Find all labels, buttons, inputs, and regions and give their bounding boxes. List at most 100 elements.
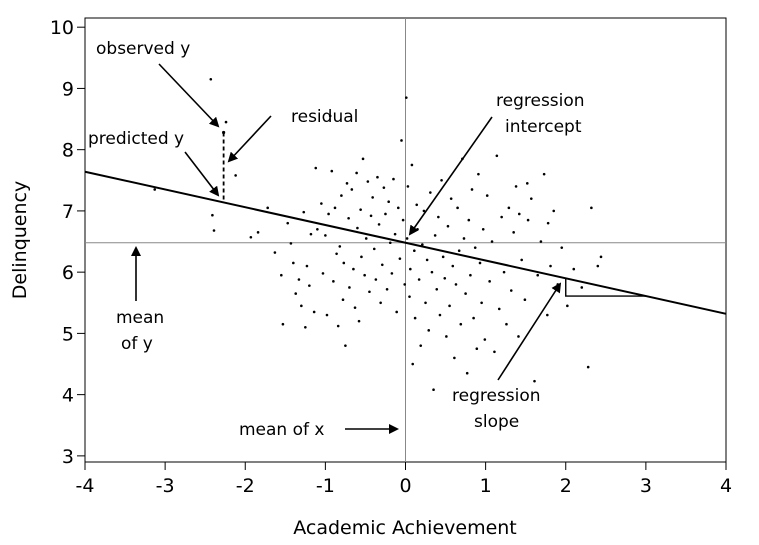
data-point	[509, 289, 513, 292]
x-tick-label: 3	[640, 475, 652, 497]
data-point	[304, 325, 307, 329]
data-point	[353, 306, 357, 309]
data-point	[289, 242, 293, 245]
data-point	[590, 206, 593, 210]
data-point	[448, 304, 451, 308]
data-point	[350, 188, 354, 191]
data-point	[371, 196, 374, 199]
data-point	[320, 202, 323, 205]
y-tick-label: 6	[62, 262, 74, 284]
data-point	[470, 188, 474, 191]
data-point	[477, 172, 480, 176]
data-point	[454, 283, 458, 286]
x-tick-label: 0	[399, 475, 411, 497]
data-point	[481, 227, 485, 231]
data-point	[529, 197, 533, 200]
data-point	[502, 270, 506, 274]
data-point	[427, 329, 431, 332]
data-point	[416, 227, 419, 231]
data-point	[297, 278, 301, 281]
data-point	[480, 301, 483, 305]
data-point	[580, 286, 584, 289]
data-point	[340, 194, 343, 197]
data-point	[388, 241, 392, 245]
data-point	[526, 218, 530, 222]
data-point	[361, 157, 365, 161]
data-point	[425, 258, 429, 262]
data-point	[292, 261, 295, 265]
slope-arrow	[497, 282, 562, 381]
data-point	[224, 120, 228, 124]
data-point	[328, 114, 332, 118]
x-tick-label: 2	[560, 475, 572, 497]
data-point	[488, 280, 491, 283]
data-point	[411, 362, 415, 366]
data-point	[234, 174, 237, 177]
data-point	[302, 210, 306, 214]
data-point	[483, 338, 487, 341]
data-point	[249, 235, 253, 239]
x-tick-label: 4	[720, 475, 732, 497]
data-point	[344, 344, 347, 347]
data-point	[396, 206, 400, 210]
data-point	[421, 243, 424, 246]
predicted-y-arrow	[184, 151, 220, 197]
data-point	[336, 324, 340, 328]
data-point	[467, 218, 471, 222]
data-points	[153, 77, 603, 392]
data-point	[523, 298, 527, 302]
data-point	[395, 310, 398, 314]
data-point	[348, 286, 351, 289]
data-point	[406, 185, 410, 188]
data-point	[472, 316, 475, 320]
data-point	[392, 177, 395, 181]
data-point	[403, 283, 406, 286]
data-point	[433, 234, 437, 237]
data-point	[384, 212, 387, 216]
data-point	[445, 335, 448, 338]
data-point	[352, 267, 355, 271]
residual-label: residual	[291, 107, 358, 127]
data-point	[456, 206, 459, 210]
data-point	[469, 273, 472, 277]
data-point	[453, 356, 456, 360]
data-point	[332, 280, 335, 283]
intercept-arrow	[408, 116, 493, 236]
data-point	[355, 171, 358, 175]
data-point	[356, 226, 359, 230]
data-point	[512, 231, 515, 234]
data-point	[380, 263, 384, 267]
data-point	[314, 166, 318, 170]
data-point	[517, 212, 521, 216]
data-point	[539, 240, 543, 243]
x-tick-label: -4	[76, 475, 95, 497]
data-point	[514, 185, 518, 188]
data-point	[393, 232, 397, 236]
regression-intercept-label-1: regression	[496, 91, 585, 111]
data-point	[376, 175, 379, 179]
data-point	[542, 172, 546, 176]
data-point	[280, 273, 283, 277]
data-point	[347, 216, 350, 220]
data-point	[273, 251, 277, 254]
data-point	[281, 322, 285, 326]
data-point	[408, 295, 411, 298]
data-point	[435, 287, 439, 291]
data-point	[599, 255, 603, 259]
x-tick-label: -1	[316, 475, 335, 497]
data-point	[345, 182, 349, 185]
y-tick-label: 3	[62, 446, 74, 468]
data-point	[368, 290, 371, 294]
residual-arrow	[227, 115, 272, 163]
data-point	[209, 77, 213, 81]
data-point	[327, 212, 330, 216]
x-tick-label: -2	[236, 475, 255, 497]
data-point	[366, 180, 370, 183]
regression-intercept-label-2: intercept	[505, 117, 582, 137]
data-point	[398, 257, 402, 260]
data-point	[325, 313, 329, 317]
data-point	[462, 237, 466, 240]
data-point	[443, 276, 447, 280]
data-point	[478, 261, 482, 265]
